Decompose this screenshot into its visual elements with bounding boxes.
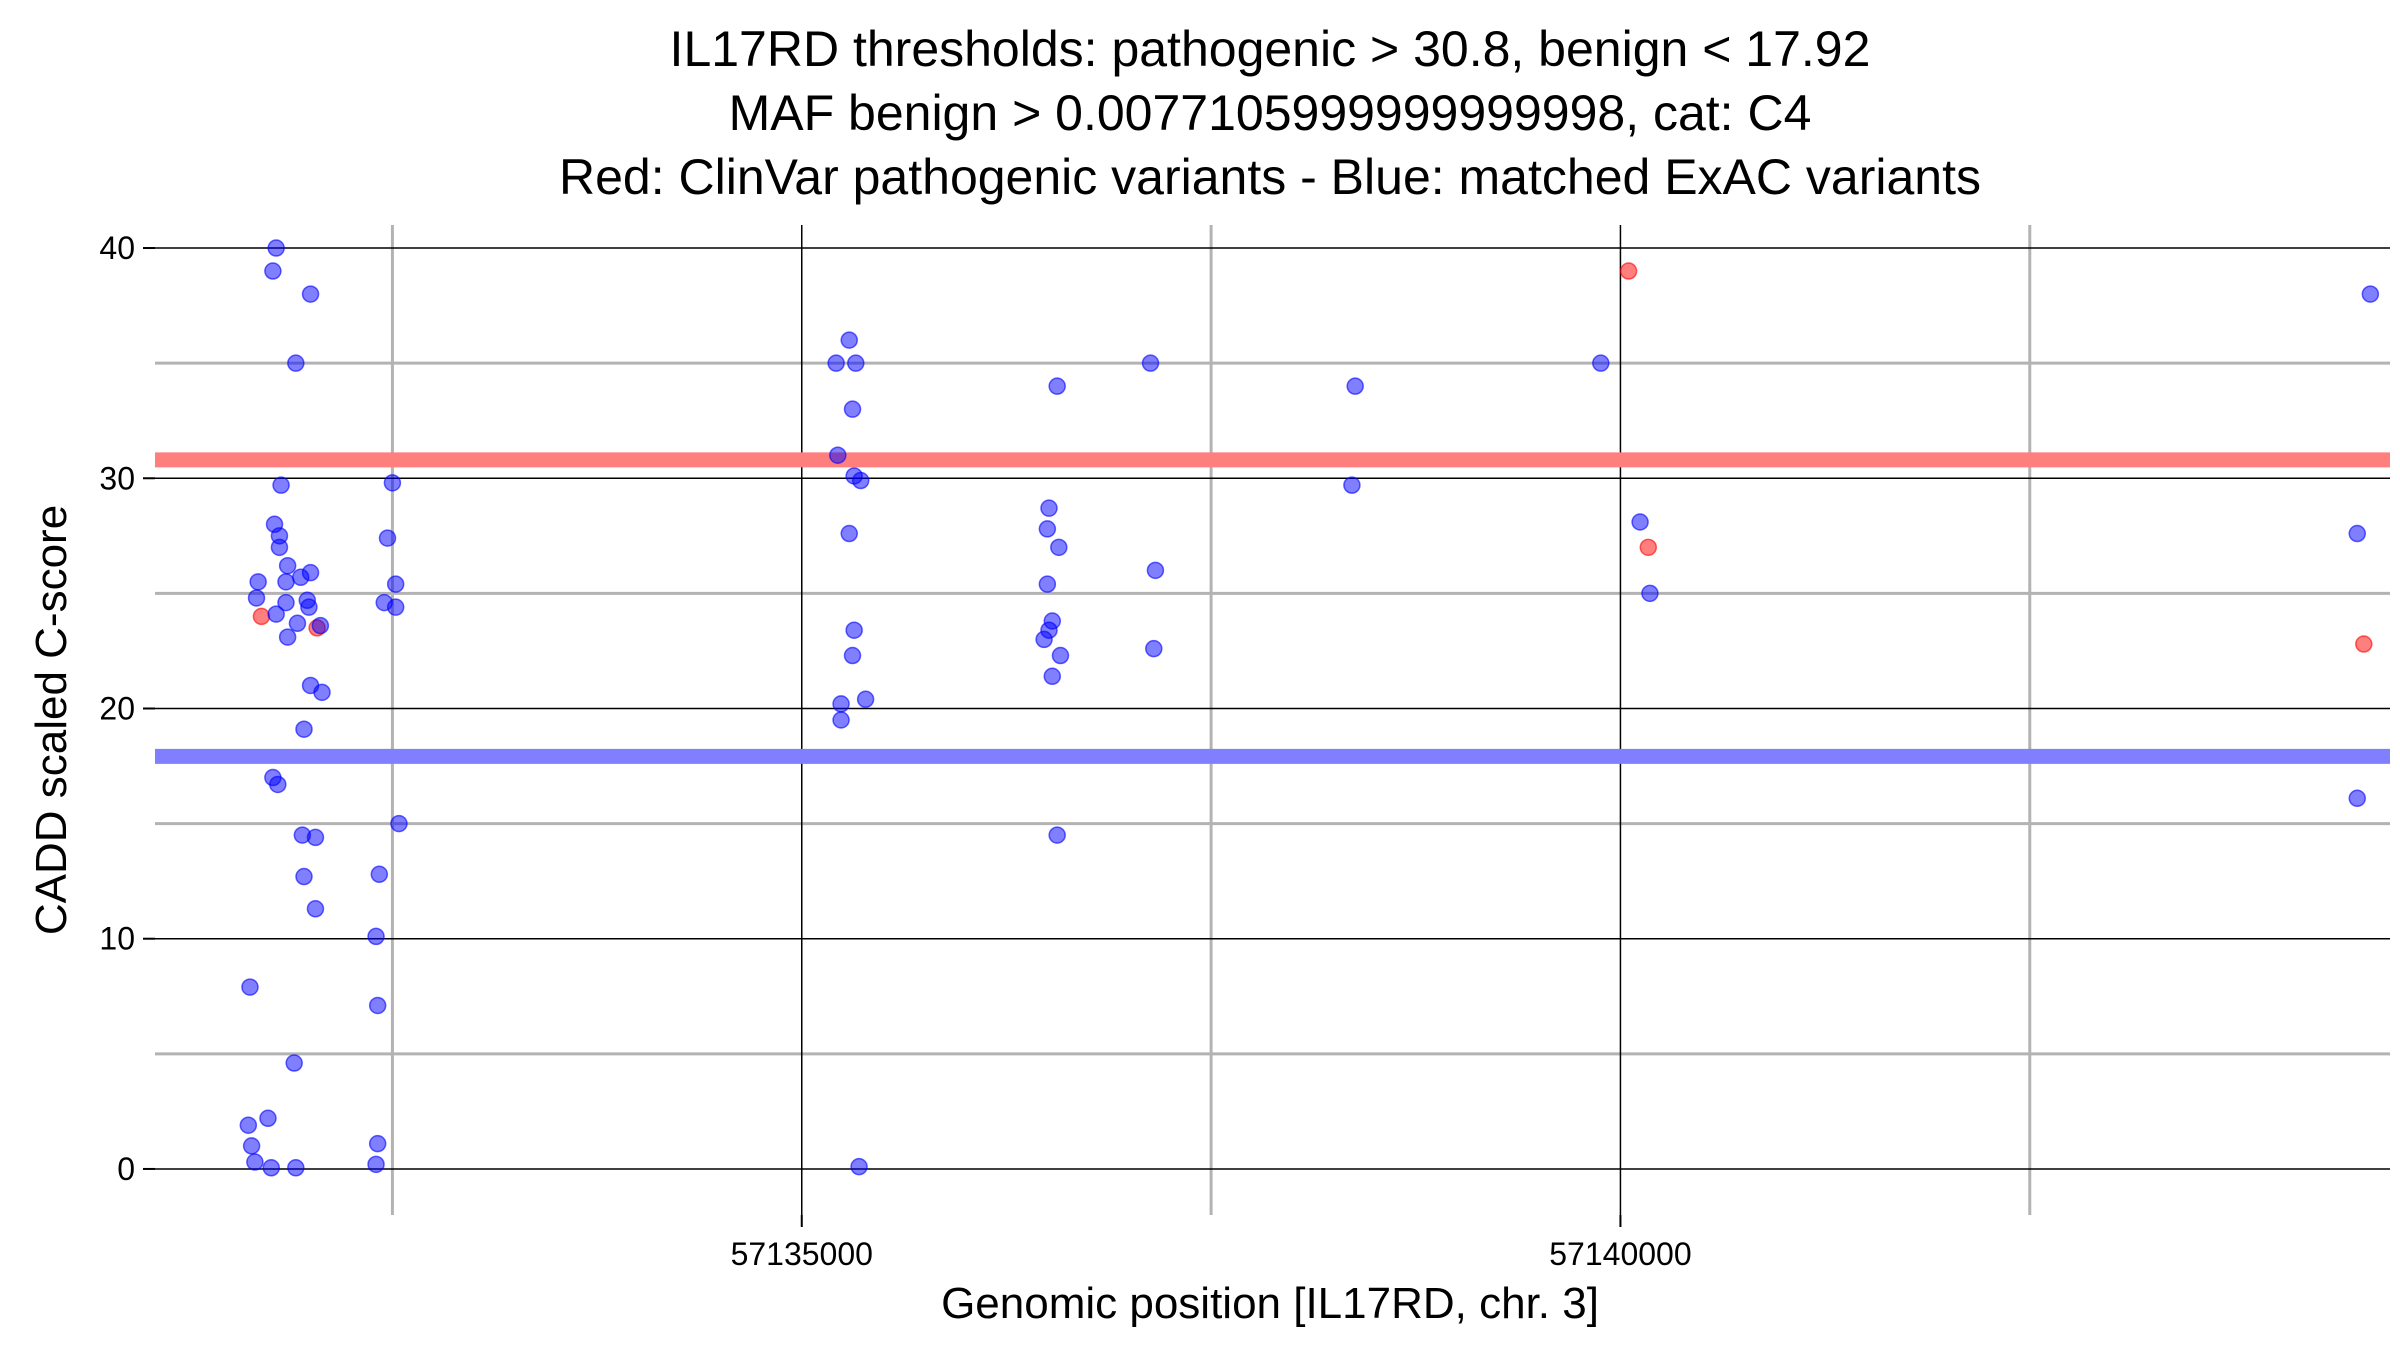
data-point	[1035, 630, 1053, 649]
data-point	[829, 446, 847, 464]
data-point	[856, 690, 875, 709]
data-point	[1048, 377, 1066, 395]
data-point	[851, 471, 870, 490]
data-point	[262, 1159, 281, 1177]
y-tick-label: 20	[99, 690, 135, 726]
chart-title-line-1: IL17RD thresholds: pathogenic > 30.8, be…	[670, 21, 1871, 77]
series-exac-matched	[239, 239, 2380, 1177]
data-point	[269, 775, 287, 794]
data-point	[367, 927, 385, 946]
data-point	[285, 1054, 303, 1072]
data-point	[1141, 354, 1160, 372]
data-point	[2348, 789, 2367, 808]
data-point	[306, 828, 325, 847]
data-point	[270, 538, 289, 557]
data-point	[249, 573, 267, 591]
data-point	[1631, 513, 1649, 531]
gridlines	[155, 225, 2390, 1215]
data-point	[264, 262, 282, 280]
data-point	[287, 1159, 305, 1177]
data-point	[287, 354, 305, 372]
data-point	[368, 1134, 387, 1153]
x-axis-title: Genomic position [IL17RD, chr. 3]	[941, 1279, 1599, 1328]
data-point	[386, 598, 405, 616]
data-point	[840, 524, 858, 543]
data-point	[840, 331, 858, 349]
data-point	[306, 900, 325, 918]
data-point	[1038, 520, 1057, 538]
data-point	[843, 646, 862, 665]
y-tick-label: 0	[117, 1151, 135, 1187]
data-point	[278, 628, 297, 646]
data-point	[241, 978, 259, 996]
threshold-lines	[155, 452, 2390, 764]
data-point	[1592, 354, 1610, 372]
data-point	[1641, 584, 1659, 603]
data-point	[1146, 561, 1165, 580]
data-point	[2348, 524, 2367, 543]
data-points	[239, 239, 2380, 1177]
data-point	[242, 1137, 261, 1155]
data-point	[288, 614, 307, 633]
data-point	[367, 1155, 385, 1174]
data-point	[827, 354, 845, 372]
data-point	[2361, 285, 2380, 303]
data-point	[246, 1153, 264, 1171]
data-point	[368, 996, 387, 1015]
data-point	[1050, 538, 1068, 557]
data-point	[277, 573, 295, 591]
data-point	[378, 529, 397, 547]
data-point	[278, 556, 297, 575]
data-point	[832, 711, 850, 729]
data-point	[1048, 826, 1066, 844]
data-point	[1038, 575, 1057, 593]
data-point	[1343, 476, 1361, 494]
data-point	[252, 607, 271, 626]
data-point	[1051, 646, 1070, 665]
y-tick-label: 40	[99, 230, 135, 266]
data-point	[386, 575, 405, 593]
data-point	[295, 720, 313, 738]
data-point	[847, 354, 865, 372]
data-point	[311, 616, 330, 635]
data-point	[247, 589, 266, 607]
data-point	[1619, 262, 1638, 280]
data-point	[313, 683, 331, 702]
data-point	[295, 867, 313, 886]
data-point	[1346, 377, 1364, 395]
data-point	[300, 598, 318, 616]
data-point	[390, 814, 408, 833]
data-point	[845, 621, 863, 639]
data-point	[1040, 499, 1058, 517]
data-point	[1043, 667, 1062, 686]
chart-title: IL17RD thresholds: pathogenic > 30.8, be…	[559, 21, 1981, 205]
data-point	[267, 605, 285, 623]
y-tick-label: 30	[99, 460, 135, 496]
axes: 0 10 20 30 40 57135000 57140000	[99, 230, 1691, 1272]
data-point	[850, 1157, 868, 1176]
data-point	[301, 285, 320, 303]
data-point	[272, 476, 290, 494]
data-point	[2355, 635, 2373, 653]
data-point	[832, 695, 850, 713]
x-tick-label: 57140000	[1549, 1236, 1691, 1272]
data-point	[267, 239, 285, 257]
chart-title-line-2: MAF benign > 0.0077105999999999998, cat:…	[729, 85, 1812, 141]
series-clinvar-pathogenic	[252, 262, 2373, 653]
y-tick-label: 10	[99, 921, 135, 957]
y-axis-title: CADD scaled C-score	[27, 505, 76, 935]
data-point	[843, 400, 862, 418]
data-point	[1145, 639, 1163, 658]
data-point	[277, 593, 295, 612]
data-point	[383, 474, 402, 492]
chart-title-line-3: Red: ClinVar pathogenic variants - Blue:…	[559, 149, 1981, 205]
data-point	[301, 563, 320, 582]
data-point	[1639, 538, 1658, 557]
data-point	[259, 1109, 277, 1128]
x-tick-label: 57135000	[731, 1236, 873, 1272]
data-point	[239, 1116, 258, 1134]
data-point	[370, 865, 389, 884]
